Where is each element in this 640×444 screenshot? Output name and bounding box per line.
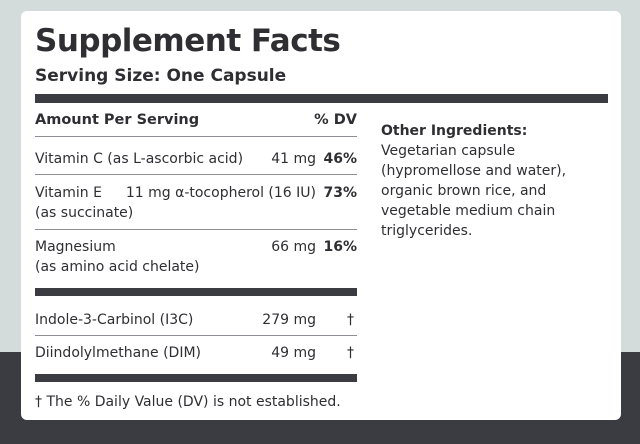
nutrient-dv: 46% xyxy=(323,151,357,167)
divider xyxy=(35,136,357,137)
nutrient-source: (as succinate) xyxy=(35,205,134,221)
compound-amount: 49 mg xyxy=(271,345,316,361)
divider xyxy=(35,174,357,175)
compound-amount: 279 mg xyxy=(262,312,316,328)
dv-header: % DV xyxy=(314,112,357,128)
serving-size: Serving Size: One Capsule xyxy=(35,66,287,86)
nutrient-name: Magnesium xyxy=(35,239,116,255)
nutrient-dv: 73% xyxy=(323,185,357,201)
nutrient-row-vitamin-e: Vitamin E 11 mg α-tocopherol (16 IU) 73%… xyxy=(35,183,357,223)
other-ingredients-text: Vegetarian capsule (hypromellose and wat… xyxy=(381,143,567,239)
compound-name: Indole-3-Carbinol (I3C) xyxy=(35,312,194,328)
label-title: Supplement Facts xyxy=(35,23,341,59)
nutrient-source: (as amino acid chelate) xyxy=(35,259,200,275)
nutrient-amount: 41 mg xyxy=(271,151,316,167)
dagger-marker: † xyxy=(347,312,354,328)
dagger-marker: † xyxy=(347,345,354,361)
thick-divider xyxy=(35,374,357,382)
nutrient-row-magnesium: Magnesium 66 mg 16% (as amino acid chela… xyxy=(35,237,357,277)
supplement-facts-label: Supplement Facts Serving Size: One Capsu… xyxy=(21,11,621,420)
compound-name: Diindolylmethane (DIM) xyxy=(35,345,201,361)
thick-divider xyxy=(35,94,608,103)
divider xyxy=(35,229,357,230)
other-ingredients-label: Other Ingredients: xyxy=(381,123,528,139)
nutrient-amount: 11 mg α-tocopherol (16 IU) xyxy=(125,185,316,201)
divider xyxy=(35,335,357,336)
nutrient-name: Vitamin E xyxy=(35,185,102,201)
nutrient-amount: 66 mg xyxy=(271,239,316,255)
other-ingredients: Other Ingredients: Vegetarian capsule (h… xyxy=(381,121,607,241)
amount-per-serving-header: Amount Per Serving xyxy=(35,112,200,128)
footnote: † The % Daily Value (DV) is not establis… xyxy=(35,394,341,410)
nutrient-dv: 16% xyxy=(323,239,357,255)
nutrient-name: Vitamin C (as L-ascorbic acid) xyxy=(35,151,244,167)
thick-divider xyxy=(35,288,357,296)
